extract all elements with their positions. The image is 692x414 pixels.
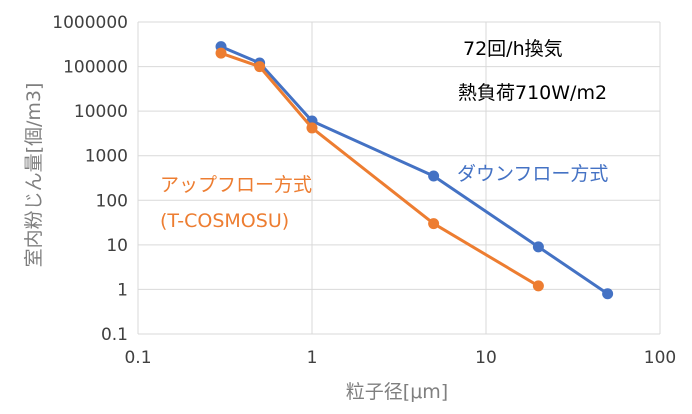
y-tick-label: 10000 <box>74 102 128 122</box>
series-layer <box>215 41 614 300</box>
gridlines <box>137 21 661 335</box>
data-point <box>254 61 266 73</box>
data-point <box>532 241 544 253</box>
data-point <box>428 218 440 230</box>
data-point <box>306 122 318 134</box>
data-point <box>532 280 544 292</box>
y-tick-label: 1000 <box>85 147 128 167</box>
y-tick-label: 1000000 <box>52 13 128 33</box>
y-tick-label: 0.1 <box>101 325 128 345</box>
y-tick-label: 100 <box>96 191 128 211</box>
data-point <box>428 170 440 182</box>
downflow-series-label: ダウンフロー方式 <box>457 163 608 185</box>
upflow-series-label: アップフロー方式 <box>160 174 312 196</box>
x-tick-label: 0.1 <box>124 348 151 368</box>
x-axis-ticks: 0.1 1 10 100 <box>124 348 676 368</box>
y-axis-ticks: 0.1 1 10 100 1000 10000 100000 1000000 <box>52 13 128 345</box>
ventilation-annotation: 72回/h換気 <box>463 38 563 60</box>
y-tick-label: 100000 <box>63 58 128 78</box>
y-axis-title: 室内粉じん量[個/m3] <box>23 83 45 268</box>
x-tick-label: 10 <box>475 348 497 368</box>
data-point <box>602 288 614 300</box>
series-line <box>220 45 609 295</box>
y-tick-label: 1 <box>117 280 128 300</box>
y-tick-label: 10 <box>106 236 128 256</box>
x-tick-label: 1 <box>307 348 318 368</box>
upflow-series-sublabel: (T-COSMOSU) <box>160 210 289 232</box>
x-axis-title: 粒子径[μm] <box>346 381 448 403</box>
series-upflow <box>215 47 544 292</box>
x-tick-label: 100 <box>644 348 676 368</box>
data-point <box>215 47 227 59</box>
heat-load-annotation: 熱負荷710W/m2 <box>458 82 607 104</box>
